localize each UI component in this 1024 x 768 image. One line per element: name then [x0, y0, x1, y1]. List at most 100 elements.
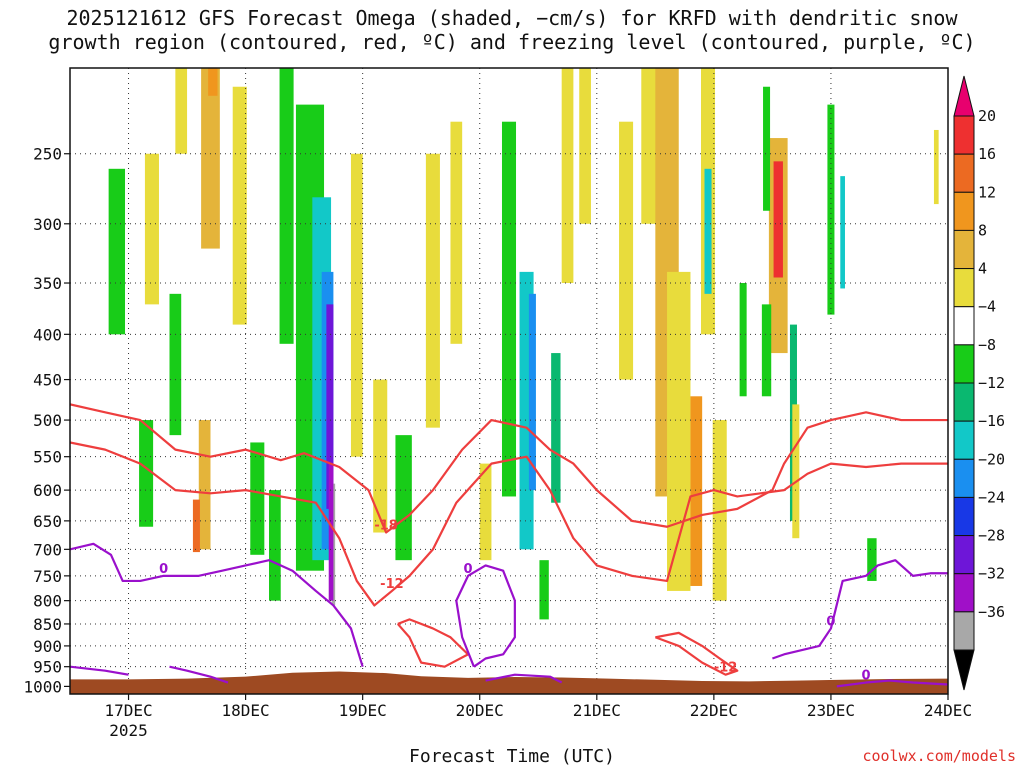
- colorbar-seg-6: [953, 306, 975, 346]
- colorbar-label-9: −20: [978, 450, 1005, 468]
- omega-region-40: [739, 283, 747, 397]
- y-tick-label-550: 550: [33, 448, 62, 467]
- omega-region-47: [827, 104, 835, 315]
- dgz-label-3: -12: [714, 661, 738, 676]
- omega-region-1: [175, 68, 188, 154]
- y-tick-label-950: 950: [33, 658, 62, 677]
- y-tick-label-350: 350: [33, 274, 62, 293]
- colorbar-label-5: −4: [978, 298, 996, 316]
- plot-frame: [69, 67, 949, 695]
- colorbar-label-8: −16: [978, 412, 1005, 430]
- y-tick-label-600: 600: [33, 481, 62, 500]
- omega-region-27: [528, 293, 536, 491]
- omega-region-4: [232, 86, 247, 325]
- y-tick-label-650: 650: [33, 512, 62, 531]
- colorbar-seg-10: [953, 458, 975, 498]
- omega-region-8: [198, 420, 211, 550]
- colorbar: 20 16 12 8 4 −4 −8 −12 −16 −20 −24 −28 −32 −36: [953, 75, 1005, 691]
- freezing-contour-2: [772, 559, 948, 660]
- colorbar-seg-9: [953, 420, 975, 460]
- x-tick-label-24DEC: 24DEC: [924, 701, 972, 720]
- omega-region-16: [326, 304, 334, 509]
- y-tick-label-250: 250: [33, 145, 62, 164]
- omega-region-11: [269, 490, 281, 601]
- freezing-contour-1: [455, 564, 516, 668]
- colorbar-label-0: 20: [978, 107, 996, 125]
- freezing-label-1: 0: [464, 562, 473, 577]
- colorbar-seg-8: [953, 382, 975, 422]
- freezing-contour-4: [169, 665, 229, 684]
- omega-region-21: [395, 435, 412, 561]
- x-tick-label-17DEC: 17DEC: [104, 701, 152, 720]
- omega-region-36: [690, 396, 703, 586]
- omega-region-28: [551, 353, 561, 503]
- omega-region-29: [539, 560, 549, 620]
- colorbar-seg-0: [953, 75, 975, 117]
- x-tick-label-18DEC: 18DEC: [222, 701, 270, 720]
- omega-region-19: [350, 153, 363, 457]
- freezing-contour-0: [70, 542, 364, 668]
- freezing-label-6: 0: [862, 669, 871, 684]
- omega-region-43: [761, 304, 772, 397]
- colorbar-label-10: −24: [978, 488, 1005, 506]
- contour-labels: -18 -12 -12 0 0 0 0: [159, 519, 870, 684]
- x-tick-label-19DEC: 19DEC: [339, 701, 387, 720]
- colorbar-label-11: −28: [978, 527, 1005, 545]
- colorbar-label-3: 8: [978, 221, 987, 239]
- freezing-label-2: 0: [826, 614, 835, 629]
- dgz-contour-2: [396, 618, 470, 668]
- omega-region-50: [933, 129, 939, 205]
- omega-region-48: [840, 176, 845, 289]
- title-line-1: 2025121612 GFS Forecast Omega (shaded, −…: [66, 6, 958, 30]
- colorbar-label-12: −32: [978, 565, 1005, 583]
- colorbar-seg-13: [953, 573, 975, 613]
- omega-region-3: [208, 68, 218, 96]
- dgz-contour-0: [70, 403, 948, 534]
- omega-region-24: [479, 463, 492, 561]
- colorbar-seg-5: [953, 268, 975, 308]
- dgz-contour-3: [654, 631, 739, 676]
- omega-region-12: [279, 68, 294, 344]
- colorbar-seg-15: [953, 649, 975, 691]
- colorbar-label-6: −8: [978, 336, 996, 354]
- freezing-contour-3: [70, 665, 129, 676]
- dgz-label-1: -12: [380, 577, 404, 592]
- x-year-label: 2025: [109, 721, 148, 740]
- colorbar-seg-7: [953, 344, 975, 384]
- omega-region-25: [501, 121, 517, 497]
- dgz-contour-1: [70, 441, 948, 607]
- x-axis-label: Forecast Time (UTC): [409, 746, 615, 767]
- omega-region-23: [450, 121, 463, 344]
- colorbar-label-2: 12: [978, 183, 996, 201]
- y-tick-label-450: 450: [33, 371, 62, 390]
- omega-region-49: [867, 538, 877, 581]
- omega-region-46: [792, 404, 800, 539]
- x-tick-label-21DEC: 21DEC: [573, 701, 621, 720]
- credit-link[interactable]: coolwx.com/models: [862, 747, 1016, 765]
- colorbar-seg-2: [953, 153, 975, 193]
- y-tick-label-750: 750: [33, 567, 62, 586]
- omega-region-33: [641, 68, 658, 224]
- colorbar-seg-12: [953, 535, 975, 575]
- contours: [70, 403, 948, 688]
- omega-region-38: [712, 420, 727, 601]
- colorbar-label-4: 4: [978, 260, 987, 278]
- freezing-contour-6: [836, 679, 948, 688]
- omega-region-10: [250, 442, 265, 555]
- surface-fill: [70, 671, 948, 694]
- colorbar-seg-11: [953, 496, 975, 537]
- title-line-2: growth region (contoured, red, ºC) and f…: [48, 30, 976, 54]
- chart-title: 2025121612 GFS Forecast Omega (shaded, −…: [0, 6, 1024, 54]
- dgz-label-0: -18: [374, 519, 398, 534]
- x-tick-label-20DEC: 20DEC: [456, 701, 504, 720]
- x-tick-label-23DEC: 23DEC: [807, 701, 855, 720]
- y-tick-label-850: 850: [33, 615, 62, 634]
- colorbar-seg-3: [953, 191, 975, 231]
- y-axis: 250 300 350 400 450 500 550 600 650 700 750 800 850 9…: [23, 145, 70, 696]
- omega-region-0: [144, 153, 159, 305]
- omega-region-9: [192, 499, 200, 553]
- colorbar-label-1: 16: [978, 145, 996, 163]
- omega-region-44: [763, 86, 771, 211]
- y-tick-label-800: 800: [33, 592, 62, 611]
